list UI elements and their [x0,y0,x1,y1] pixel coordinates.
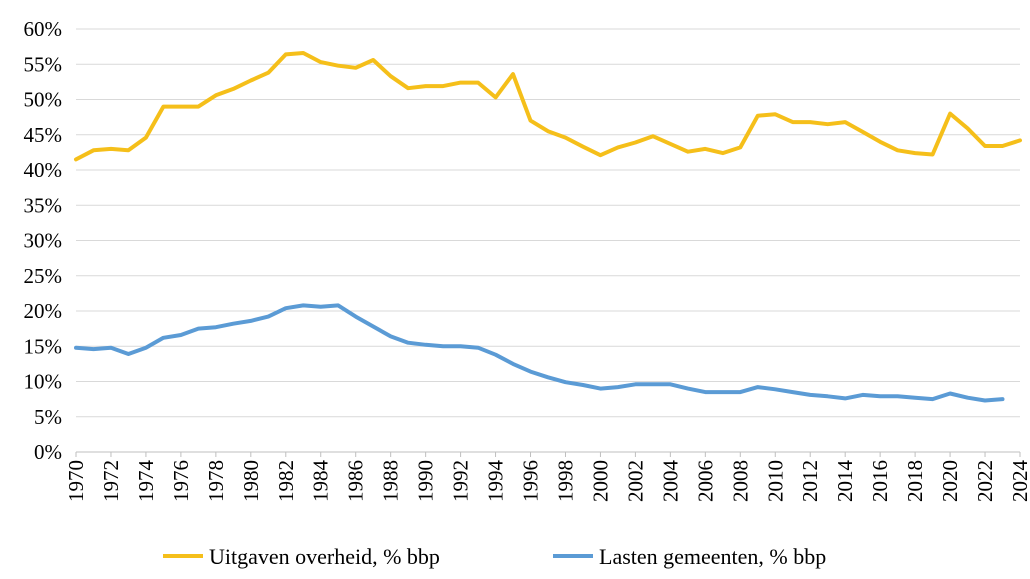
legend-label-lasten: Lasten gemeenten, % bbp [599,544,826,569]
x-tick-label: 2014 [833,460,857,503]
y-tick-label: 40% [24,158,63,182]
series-line-uitgaven [74,51,1022,162]
y-tick-label: 50% [24,88,63,112]
y-tick-label: 60% [24,17,63,41]
x-tick-label: 2010 [763,460,787,502]
x-tick-label: 1974 [134,460,158,503]
x-tick-label: 2018 [903,460,927,502]
x-tick-label: 2002 [623,460,647,502]
x-tick-label: 2012 [798,460,822,502]
x-tick-label: 1972 [99,460,123,502]
series-line-lasten [74,303,1005,403]
y-tick-label: 45% [24,123,63,147]
x-tick-label: 1998 [553,460,577,502]
x-tick-label: 1988 [379,460,403,502]
x-tick-label: 1984 [309,460,333,503]
gridlines [76,28,1020,453]
x-tick-label: 1992 [449,460,473,502]
x-tick-label: 2004 [658,460,682,503]
x-tick-label: 1970 [64,460,88,502]
x-tick-label: 2016 [868,460,892,502]
x-tick-label: 1976 [169,460,193,502]
x-tick-label: 1996 [519,460,543,502]
y-tick-label: 25% [24,264,63,288]
x-tick-label: 1980 [239,460,263,502]
x-tick-label: 1982 [274,460,298,502]
x-axis-ticks: 1970 1972 1974 1976 1978 1980 1982 1984 1986 1988… [64,452,1030,502]
y-tick-label: 55% [24,52,63,76]
y-tick-label: 5% [34,405,62,429]
x-tick-label: 1990 [414,460,438,502]
x-tick-label: 1986 [344,460,368,502]
y-tick-label: 15% [24,334,63,358]
x-tick-label: 1978 [204,460,228,502]
y-tick-label: 30% [24,229,63,253]
y-tick-label: 35% [24,193,63,217]
x-tick-label: 2020 [938,460,962,502]
y-tick-label: 10% [24,370,63,394]
legend: Uitgaven overheid, % bbp Lasten gemeente… [163,544,826,569]
y-tick-label: 0% [34,440,62,464]
x-tick-label: 2024 [1008,460,1030,503]
x-tick-label: 2006 [693,460,717,502]
y-axis-ticks: 0% 5% 10% 15% 20% 25% 30% 35% 40% 45% 50% 55% 60% [24,17,63,464]
x-tick-label: 2000 [588,460,612,502]
x-tick-label: 2022 [973,460,997,502]
series-lines [74,51,1022,403]
x-tick-label: 2008 [728,460,752,502]
legend-label-uitgaven: Uitgaven overheid, % bbp [209,544,440,569]
y-tick-label: 20% [24,299,63,323]
x-tick-label: 1994 [484,460,508,503]
